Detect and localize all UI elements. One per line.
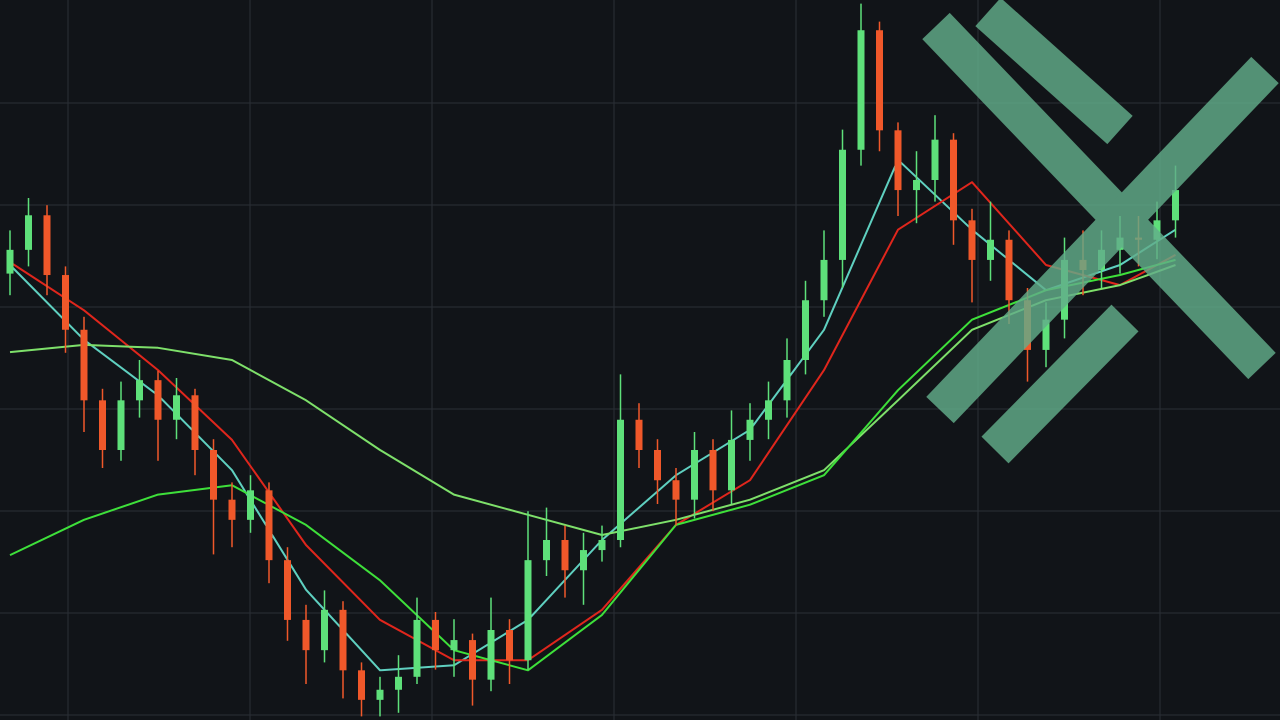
candle-body [561,540,569,571]
candle-body [487,630,495,680]
candle-body [247,490,254,520]
candle-body [210,450,217,500]
candle-body [894,130,902,191]
candle-body [228,499,236,520]
candle-body [321,609,328,651]
logo-bar [981,304,1139,464]
logo-bar [922,12,1276,380]
candle-body [302,619,310,651]
candle-body [432,619,439,651]
candle-body [968,220,976,260]
candle-body [543,540,550,561]
candle-body [524,560,532,661]
candle-body [25,215,32,250]
candle-body [191,395,199,450]
candle-body [617,419,624,540]
candle-body [1005,239,1013,301]
candle-body [987,239,994,260]
candle-body [820,259,828,301]
logo-overlay [922,0,1279,464]
candle-body [80,329,88,401]
candle-body [746,419,754,440]
candle-body [839,149,846,260]
candle-body [450,640,458,651]
candle-body [691,450,698,500]
candle-body [709,450,717,491]
candle-body [635,419,643,450]
candle-body [284,560,291,620]
ma-line [9,181,1176,662]
candle-body [950,139,957,221]
candle-body [728,439,735,491]
candle-body [339,609,347,671]
logo-bar [975,0,1133,145]
candle-body [931,139,939,180]
candle-body [413,619,421,677]
candle-body [1042,319,1050,350]
candle-body [857,30,865,150]
candle-body [173,395,180,420]
candle-body [1172,190,1179,221]
candle-body [765,400,772,420]
candle-body [136,380,143,401]
candle-body [99,400,106,450]
candle-body [265,490,273,561]
ma-line [9,258,1176,672]
candle-body [506,630,513,661]
candle-body [783,360,791,401]
candle-body [598,540,606,551]
candle-body [469,640,476,680]
logo-bar [926,56,1279,424]
candle-body [672,480,680,500]
candle-body [358,670,365,700]
candle-body [6,249,14,274]
candle-body [580,550,587,571]
candle-body [913,180,920,191]
candle-body [154,380,162,420]
candle-body [62,275,69,330]
candle-body [395,676,402,690]
candle-body [802,300,809,360]
candle-body [876,30,883,131]
candle-body [654,450,661,481]
candle-body [117,400,125,450]
candle-body [376,689,384,700]
candle-body [43,215,51,276]
